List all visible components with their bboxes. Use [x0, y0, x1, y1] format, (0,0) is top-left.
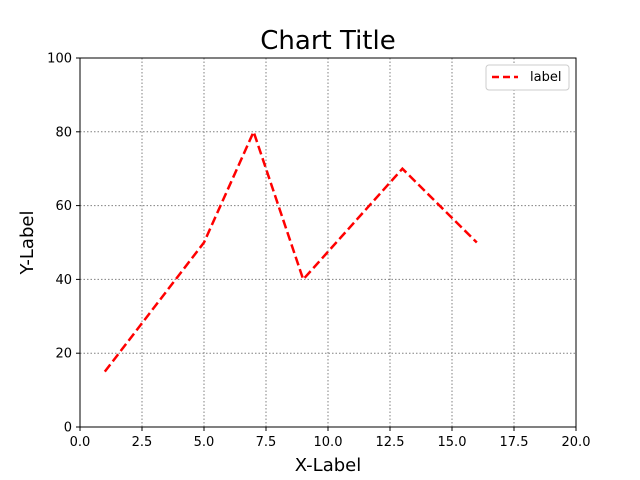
- x-tick-label: 2.5: [132, 435, 153, 450]
- legend: label: [485, 64, 570, 91]
- x-tick-label: 5.0: [194, 435, 215, 450]
- x-tick-label: 10.0: [314, 435, 343, 450]
- y-tick-label: 20: [55, 347, 72, 362]
- y-axis-label: Y-Label: [17, 211, 38, 276]
- series-layer: [103, 128, 478, 373]
- x-tick-label: 17.5: [500, 435, 529, 450]
- ticks: 0.0 2.5 5.0 7.5 10.0 12.5 15.0 17.5 20.0 0 20 40 60 8…: [47, 52, 590, 451]
- series-line: [103, 128, 478, 373]
- x-tick-label: 15.0: [438, 435, 467, 450]
- x-tick-label: 7.5: [256, 435, 277, 450]
- y-tick-label: 60: [55, 199, 72, 214]
- y-tick-label: 100: [47, 52, 72, 67]
- y-tick-label: 0: [64, 421, 72, 436]
- y-tick-label: 80: [55, 125, 72, 140]
- y-tick-label: 40: [55, 273, 72, 288]
- x-axis-label: X-Label: [295, 455, 362, 476]
- legend-box: [485, 64, 570, 91]
- x-tick-label: 12.5: [376, 435, 405, 450]
- x-tick-label: 20.0: [562, 435, 591, 450]
- x-tick-label: 0.0: [70, 435, 91, 450]
- legend-label: label: [530, 70, 561, 85]
- chart-title: Chart Title: [260, 26, 395, 56]
